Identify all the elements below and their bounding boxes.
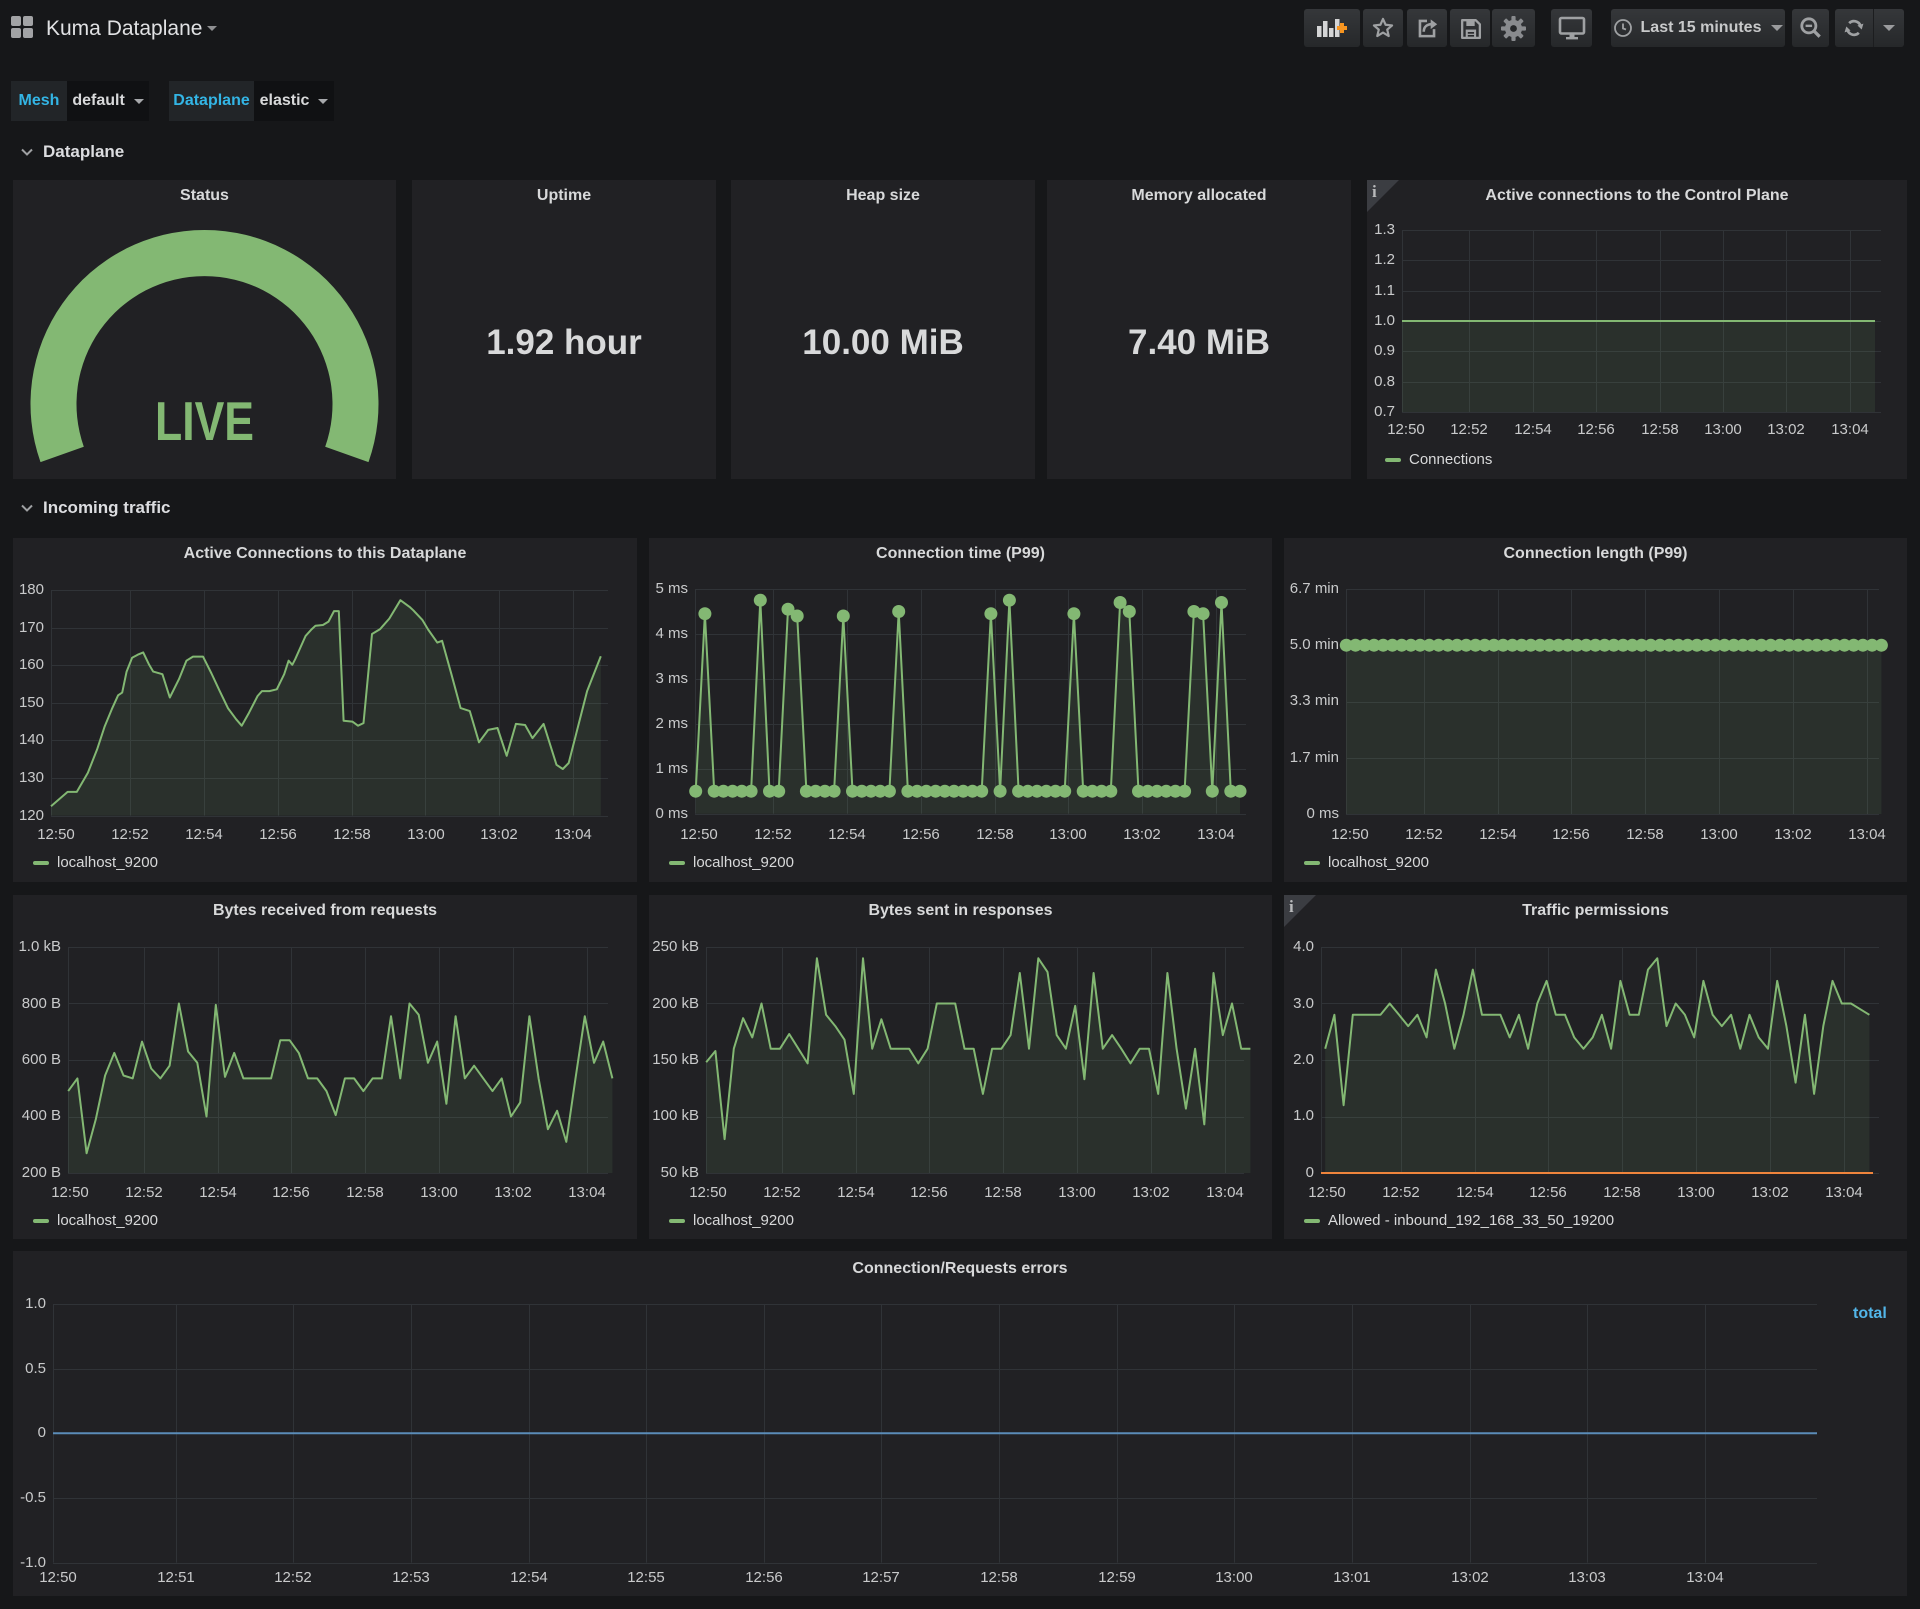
svg-text:LIVE: LIVE <box>155 390 254 452</box>
